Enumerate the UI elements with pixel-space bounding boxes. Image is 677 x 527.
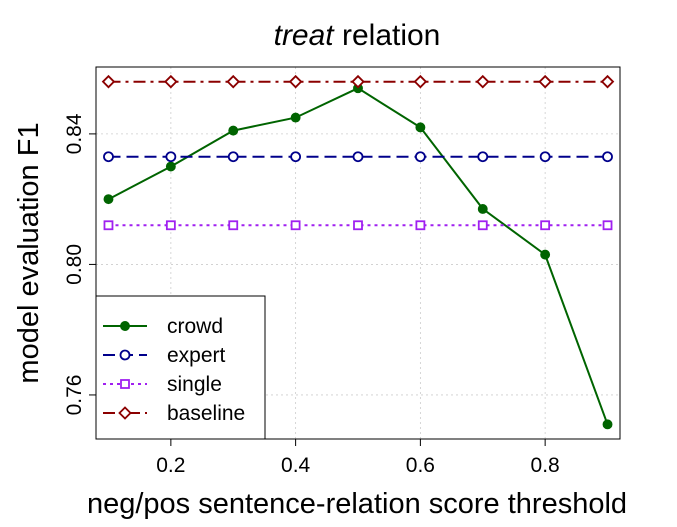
legend-marker-expert [119, 349, 131, 361]
crowd-point [540, 249, 551, 260]
y-axis: 0.76 0.80 0.84 [63, 113, 96, 415]
y-tick-label: 0.76 [63, 375, 86, 416]
expert-point [477, 151, 489, 163]
legend-label-crowd: crowd [167, 315, 223, 338]
crowd-point [477, 203, 488, 214]
expert-point [602, 151, 613, 163]
baseline-point [101, 74, 116, 89]
baseline-point [164, 74, 178, 89]
single-point [103, 220, 114, 231]
x-tick-label: 0.8 [531, 454, 560, 477]
x-tick-label: 0.6 [406, 454, 435, 477]
single-point [602, 220, 613, 231]
legend: crowd expert single baseline [95, 295, 266, 440]
baseline-point [475, 74, 490, 89]
expert-point [414, 151, 426, 163]
series-expert [103, 151, 613, 163]
expert-point [539, 151, 551, 163]
legend-marker-single [120, 379, 130, 389]
expert-point [290, 151, 302, 163]
expert-point [352, 151, 364, 163]
baseline-point [600, 74, 615, 89]
series-single [103, 220, 613, 231]
legend-label-baseline: baseline [167, 402, 245, 425]
crowd-point [415, 122, 426, 133]
single-point [540, 220, 551, 231]
baseline-point [351, 74, 365, 89]
crowd-point [165, 161, 176, 172]
baseline-point [413, 74, 428, 89]
y-axis-label: model evaluation F1 [13, 122, 45, 383]
single-point [353, 220, 363, 231]
x-tick-label: 0.4 [281, 454, 311, 477]
chart-title-italic: treat [274, 19, 336, 52]
baseline-point [288, 74, 303, 89]
legend-marker-crowd [120, 321, 130, 331]
legend-label-single: single [167, 373, 222, 396]
single-point [477, 220, 488, 231]
legend-label-expert: expert [167, 344, 226, 367]
x-axis: 0.2 0.4 0.6 0.8 [156, 439, 560, 477]
chart-title-rest: relation [334, 19, 441, 52]
single-point [290, 220, 301, 231]
y-tick-label: 0.80 [63, 244, 86, 285]
series-baseline [101, 74, 615, 89]
expert-point [165, 151, 177, 163]
single-point [165, 220, 176, 231]
crowd-point [602, 419, 613, 430]
plot-frame [95, 66, 621, 440]
series-layer [101, 74, 615, 430]
baseline-point [538, 74, 552, 89]
y-tick-label: 0.84 [63, 113, 86, 154]
crowd-point [228, 125, 239, 136]
baseline-point [226, 74, 241, 89]
expert-point [103, 151, 114, 163]
crowd-point [103, 194, 114, 205]
expert-point [227, 151, 239, 163]
chart-title: treat relation [274, 19, 441, 52]
legend-marker-baseline [118, 406, 132, 420]
x-axis-label: neg/pos sentence-relation score threshol… [87, 488, 627, 520]
x-tick-label: 0.2 [156, 454, 185, 477]
single-point [228, 220, 239, 231]
single-point [415, 220, 426, 231]
crowd-point [290, 112, 301, 123]
